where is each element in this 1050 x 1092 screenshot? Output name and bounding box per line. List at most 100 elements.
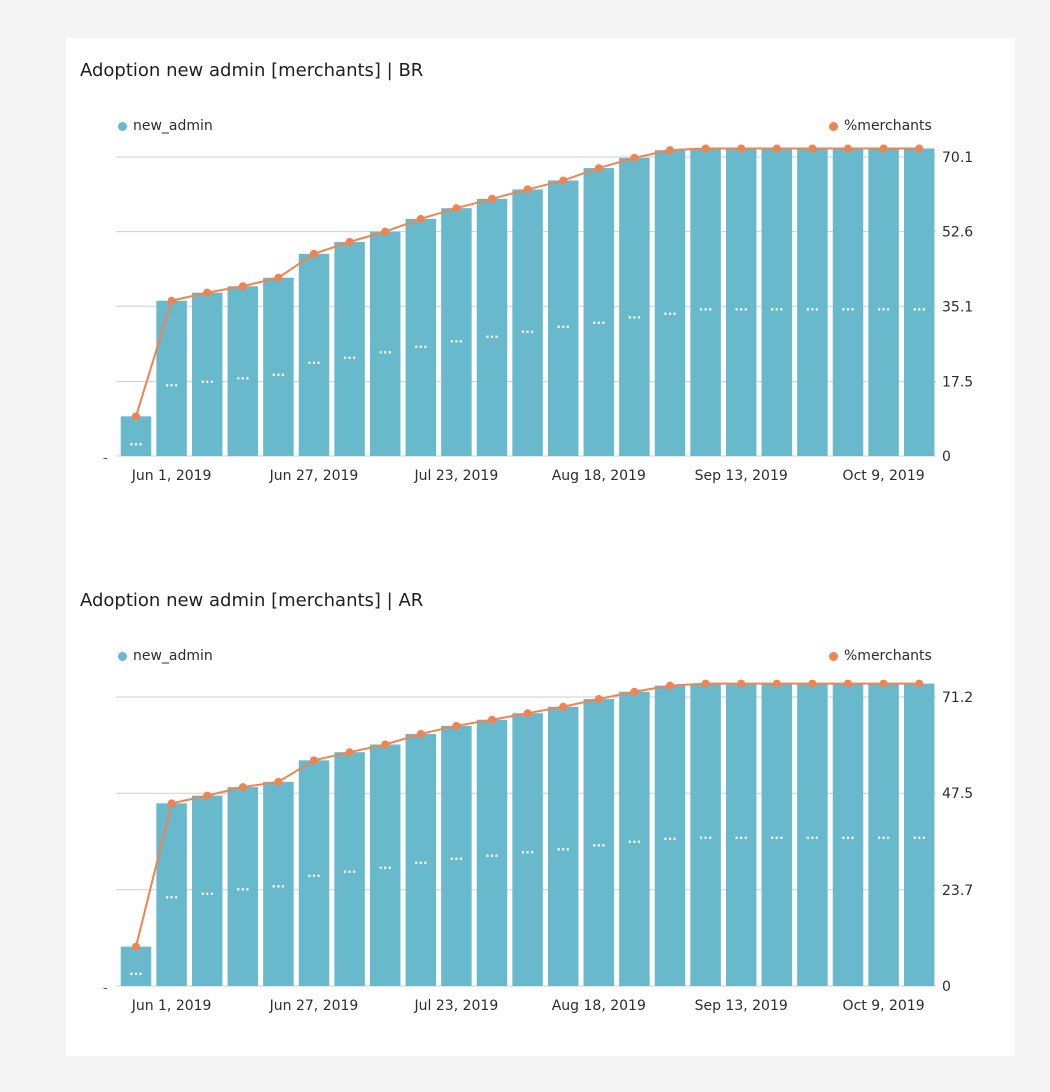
bar-data-label: ... (450, 849, 464, 863)
line-point (594, 164, 603, 173)
bar-data-label: ... (521, 843, 535, 857)
bar (619, 691, 650, 986)
line-point (345, 748, 354, 757)
x-tick-label: Oct 9, 2019 (843, 468, 925, 484)
bar-data-label: ... (236, 368, 250, 382)
line-point (594, 695, 603, 704)
bar-data-label: ... (272, 365, 286, 379)
line-point (488, 715, 496, 724)
bar-data-label: ... (129, 964, 143, 978)
y-tick-label: 47.5 (942, 786, 973, 802)
bar (369, 231, 401, 456)
bar (405, 733, 437, 986)
bar (903, 148, 935, 456)
line-point (345, 237, 354, 246)
x-tick-label: Oct 9, 2019 (843, 998, 925, 1014)
line-point (844, 144, 852, 153)
bar (619, 157, 650, 456)
bar (263, 277, 294, 456)
bar (441, 725, 472, 986)
line-point (879, 679, 888, 688)
bar-data-label: ... (841, 299, 855, 313)
line-point (203, 288, 212, 297)
y-tick-label: 0 (942, 449, 951, 465)
line-point (666, 681, 674, 690)
line-point (132, 942, 140, 951)
bar (725, 683, 757, 986)
line-point (523, 185, 532, 194)
bar-data-label: ... (912, 828, 926, 842)
y-tick-label: 23.7 (942, 883, 973, 899)
x-tick-label: Jun 27, 2019 (269, 998, 359, 1014)
bar-data-label: ... (165, 888, 179, 902)
bar-data-label: ... (343, 862, 357, 876)
bar-data-label: ... (877, 299, 891, 313)
bar (476, 719, 508, 986)
bar-data-label: ... (841, 828, 855, 842)
bar-data-label: ... (378, 342, 392, 356)
bar (227, 787, 259, 986)
bar-data-label: ... (200, 372, 214, 386)
bar (120, 946, 152, 986)
line-point (238, 783, 247, 792)
bar-data-label: ... (592, 836, 606, 850)
bar-data-label: ... (129, 434, 143, 448)
bar (832, 683, 864, 986)
bar (227, 286, 259, 456)
line-point (630, 153, 639, 162)
bar (156, 300, 187, 456)
bar (654, 685, 686, 986)
chart-panel-br: Adoption new admin [merchants] | BR new_… (66, 38, 1015, 538)
legend-new-admin[interactable]: new_admin (118, 648, 213, 664)
line-point (167, 296, 176, 305)
bar-data-label: ... (628, 832, 642, 846)
bar (903, 683, 935, 986)
bar-data-label: ... (236, 880, 250, 894)
line-point (701, 144, 710, 153)
legend-merchants[interactable]: %merchants (829, 648, 932, 664)
bar-data-label: ... (378, 858, 392, 872)
bar (512, 189, 543, 456)
y-tick-label: 71.2 (942, 690, 973, 706)
line-point (808, 679, 817, 688)
x-tick-label: Jul 23, 2019 (414, 998, 499, 1014)
bar (583, 699, 615, 986)
bar (547, 180, 579, 456)
bar (512, 713, 543, 986)
bar-data-label: ... (734, 299, 748, 313)
legend-label: new_admin (133, 118, 213, 134)
line-point (274, 777, 283, 786)
legend-merchants[interactable]: %merchants (829, 118, 932, 134)
legend-label: %merchants (844, 118, 932, 134)
bar (334, 752, 365, 986)
bar-data-label: ... (628, 307, 642, 321)
bar-data-label: ... (699, 828, 713, 842)
line-point (238, 282, 247, 291)
bar-data-label: ... (272, 877, 286, 891)
line-point (416, 214, 425, 223)
y-left-tick: - (103, 981, 108, 996)
bar (690, 683, 721, 986)
line-point (310, 249, 318, 258)
line-point (559, 702, 568, 711)
line-point (808, 144, 817, 153)
bar (868, 683, 899, 986)
dashboard-card: Adoption new admin [merchants] | BR new_… (66, 38, 1015, 1056)
bar (120, 416, 152, 456)
line-point (488, 194, 496, 203)
chart-plot: 71.2 47.5 23.7 0 -..........................… (103, 679, 973, 1014)
x-tick-label: Jul 23, 2019 (414, 468, 499, 484)
legend-new-admin[interactable]: new_admin (118, 118, 213, 134)
line-point (381, 740, 390, 749)
bar-data-label: ... (307, 866, 321, 880)
line-point (452, 721, 461, 730)
bar-data-label: ... (806, 299, 820, 313)
bar-data-label: ... (414, 853, 428, 867)
bar-data-label: ... (556, 839, 570, 853)
bar-data-label: ... (307, 353, 321, 367)
x-tick-label: Aug 18, 2019 (552, 468, 646, 484)
bar-data-label: ... (912, 299, 926, 313)
chart-panel-ar: Adoption new admin [merchants] | AR new_… (66, 568, 1015, 1068)
bar-data-label: ... (521, 322, 535, 336)
bar-data-label: ... (734, 828, 748, 842)
